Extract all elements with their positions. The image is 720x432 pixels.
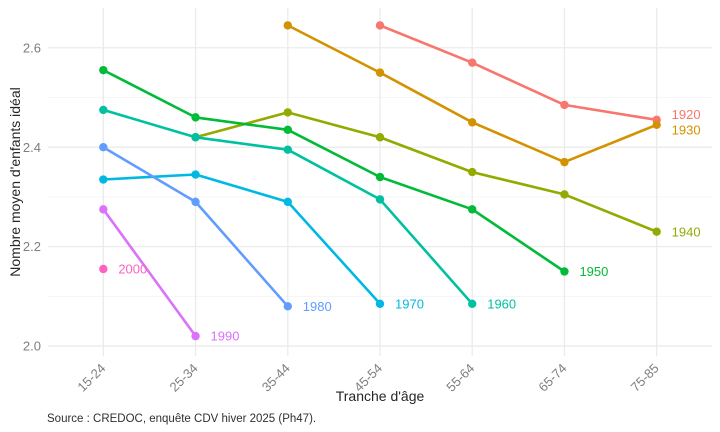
series-end-label: 1960	[487, 296, 516, 311]
series-end-label: 1930	[672, 123, 701, 138]
series-1950	[99, 65, 569, 276]
series-end-label: 2000	[118, 262, 147, 277]
data-point	[99, 143, 108, 152]
series-end-label: 1990	[211, 329, 240, 344]
data-point	[652, 227, 661, 236]
series-line	[378, 24, 658, 122]
data-point	[283, 108, 292, 117]
data-point	[375, 21, 385, 30]
y-tick-labels: 2.0 2.2 2.4 2.6	[23, 40, 41, 353]
x-tick-label: 65-74	[535, 361, 569, 395]
data-point	[191, 170, 200, 179]
series-1970	[99, 170, 385, 308]
series-end-label: 1980	[303, 299, 332, 314]
data-point	[560, 190, 569, 199]
data-point	[375, 133, 385, 142]
x-axis-title: Tranche d'âge	[335, 388, 425, 404]
data-point	[191, 133, 200, 142]
data-point	[468, 118, 477, 127]
x-tick-label: 35-44	[259, 361, 293, 395]
data-point	[191, 331, 200, 341]
x-tick-label: 75-85	[628, 361, 662, 395]
y-axis-title: Nombre moyen d'enfants idéal	[7, 87, 23, 277]
y-tick-label: 2.4	[23, 140, 41, 155]
y-tick-label: 2.2	[23, 239, 41, 254]
data-point	[652, 120, 661, 130]
series-end-label: 1920	[672, 107, 701, 122]
data-point	[375, 172, 385, 182]
y-tick-label: 2.0	[23, 339, 41, 354]
data-point	[375, 68, 385, 77]
series-line	[102, 68, 566, 273]
data-point	[468, 205, 477, 214]
data-point	[283, 21, 292, 30]
series-2000	[99, 264, 108, 274]
series-1930	[283, 21, 661, 167]
series-1990	[99, 205, 200, 341]
data-point	[283, 302, 292, 311]
x-tick-label: 55-64	[443, 361, 477, 395]
series-line	[194, 111, 658, 233]
data-point	[283, 197, 292, 207]
data-point	[99, 264, 108, 274]
data-point	[468, 58, 477, 67]
data-point	[560, 267, 569, 276]
data-point	[283, 125, 292, 134]
data-point	[283, 145, 292, 154]
data-point	[375, 195, 385, 204]
x-tick-label: 15-24	[74, 361, 108, 395]
data-point	[99, 105, 108, 115]
series-end-label: 1970	[395, 296, 424, 311]
series-line	[102, 173, 382, 306]
series-1980	[99, 143, 292, 311]
y-tick-label: 2.6	[23, 40, 41, 55]
data-point	[191, 197, 200, 207]
data-point	[560, 157, 569, 167]
data-point	[375, 299, 385, 308]
series-end-label: 1950	[579, 264, 608, 279]
series-1920	[375, 21, 661, 125]
data-point	[99, 175, 108, 184]
data-point	[468, 299, 477, 308]
data-point	[99, 65, 108, 75]
series-1960	[99, 105, 477, 308]
data-point	[560, 100, 569, 110]
data-point	[191, 113, 200, 122]
data-point	[468, 167, 477, 177]
series-end-label: 1940	[672, 224, 701, 239]
source-caption: Source : CREDOC, enquête CDV hiver 2025 …	[47, 413, 317, 425]
data-point	[99, 205, 108, 214]
x-tick-label: 25-34	[167, 361, 201, 395]
series-line	[102, 208, 197, 338]
